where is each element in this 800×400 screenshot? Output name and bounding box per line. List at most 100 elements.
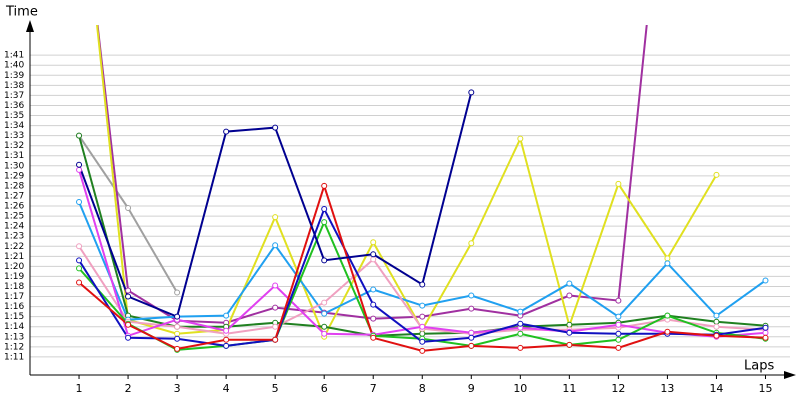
y-tick-label: 1:15 — [4, 312, 24, 322]
data-point — [419, 330, 426, 337]
y-tick-label: 1:27 — [4, 191, 24, 201]
data-point — [174, 345, 181, 352]
y-tick-label: 1:18 — [4, 282, 24, 292]
y-tick-label: 1:36 — [4, 101, 24, 111]
plot-area — [76, 25, 769, 354]
data-point — [468, 342, 475, 349]
data-point — [272, 323, 279, 330]
data-point — [468, 305, 475, 312]
data-point — [174, 323, 181, 330]
data-point — [321, 206, 328, 213]
data-point — [713, 323, 720, 330]
data-point — [370, 334, 377, 341]
data-point — [713, 318, 720, 325]
y-tick-label: 1:22 — [4, 242, 24, 252]
data-point — [713, 332, 720, 339]
y-tick-label: 1:17 — [4, 292, 24, 302]
y-axis-title: Time — [5, 5, 38, 20]
data-point — [566, 321, 573, 328]
data-point — [223, 312, 230, 319]
y-tick-label: 1:33 — [4, 131, 24, 141]
y-tick-label: 1:25 — [4, 212, 24, 222]
data-point — [223, 342, 230, 349]
y-tick-label: 1:16 — [4, 302, 24, 312]
x-axis-title: Laps — [744, 359, 774, 374]
x-tick-label: 7 — [370, 382, 377, 395]
x-tick-label: 9 — [468, 382, 475, 395]
data-point — [566, 292, 573, 299]
data-point — [76, 279, 83, 286]
data-point — [76, 257, 83, 264]
data-point — [615, 344, 622, 351]
data-point — [76, 166, 83, 173]
y-tick-label: 1:23 — [4, 232, 24, 242]
data-point — [419, 302, 426, 309]
data-point — [419, 281, 426, 288]
y-tick-label: 1:11 — [4, 352, 24, 362]
data-point — [223, 336, 230, 343]
data-point — [762, 334, 769, 341]
data-point — [76, 132, 83, 139]
data-point — [76, 199, 83, 206]
data-point — [272, 304, 279, 311]
data-point — [370, 251, 377, 258]
data-point — [419, 338, 426, 345]
data-point — [762, 329, 769, 336]
data-point — [321, 257, 328, 264]
data-point — [125, 334, 132, 341]
data-point — [615, 330, 622, 337]
data-point — [615, 297, 622, 304]
data-point — [370, 315, 377, 322]
data-point — [566, 280, 573, 287]
y-tick-label: 1:29 — [4, 171, 24, 181]
x-tick-label: 12 — [611, 382, 625, 395]
data-point — [517, 330, 524, 337]
x-tick-label: 8 — [419, 382, 426, 395]
data-point — [125, 287, 132, 294]
data-point — [517, 320, 524, 327]
data-point — [321, 310, 328, 317]
data-point — [174, 335, 181, 342]
x-tick-label: 13 — [660, 382, 674, 395]
y-tick-label: 1:39 — [4, 71, 24, 81]
data-point — [566, 329, 573, 336]
data-point — [468, 89, 475, 96]
data-point — [713, 171, 720, 178]
y-tick-label: 1:37 — [4, 91, 24, 101]
y-tick-label: 1:13 — [4, 332, 24, 342]
data-point — [76, 161, 83, 168]
y-tick-label: 1:40 — [4, 61, 24, 71]
data-point — [615, 313, 622, 320]
data-point — [370, 256, 377, 263]
y-tick-label: 1:20 — [4, 262, 24, 272]
data-point — [468, 329, 475, 336]
data-point — [272, 242, 279, 249]
x-tick-label: 3 — [174, 382, 181, 395]
data-point — [468, 240, 475, 247]
data-point — [468, 292, 475, 299]
y-tick-label: 1:30 — [4, 161, 24, 171]
data-point — [174, 330, 181, 337]
y-tick-label: 1:31 — [4, 151, 24, 161]
data-point — [664, 328, 671, 335]
y-tick-label: 1:12 — [4, 342, 24, 352]
data-point — [762, 324, 769, 331]
x-tick-label: 6 — [321, 382, 328, 395]
data-point — [174, 289, 181, 296]
data-point — [615, 321, 622, 328]
data-point — [419, 313, 426, 320]
x-tick-label: 5 — [272, 382, 279, 395]
data-point — [370, 301, 377, 308]
series-line — [96, 25, 718, 340]
data-point — [272, 214, 279, 221]
data-point — [321, 330, 328, 337]
data-point — [762, 277, 769, 284]
data-point — [566, 341, 573, 348]
x-tick-label: 11 — [562, 382, 576, 395]
data-point — [468, 334, 475, 341]
y-tick-label: 1:21 — [4, 252, 24, 262]
y-tick-label: 1:24 — [4, 222, 24, 232]
data-point — [664, 312, 671, 319]
data-point — [615, 336, 622, 343]
y-arrow — [26, 20, 34, 32]
